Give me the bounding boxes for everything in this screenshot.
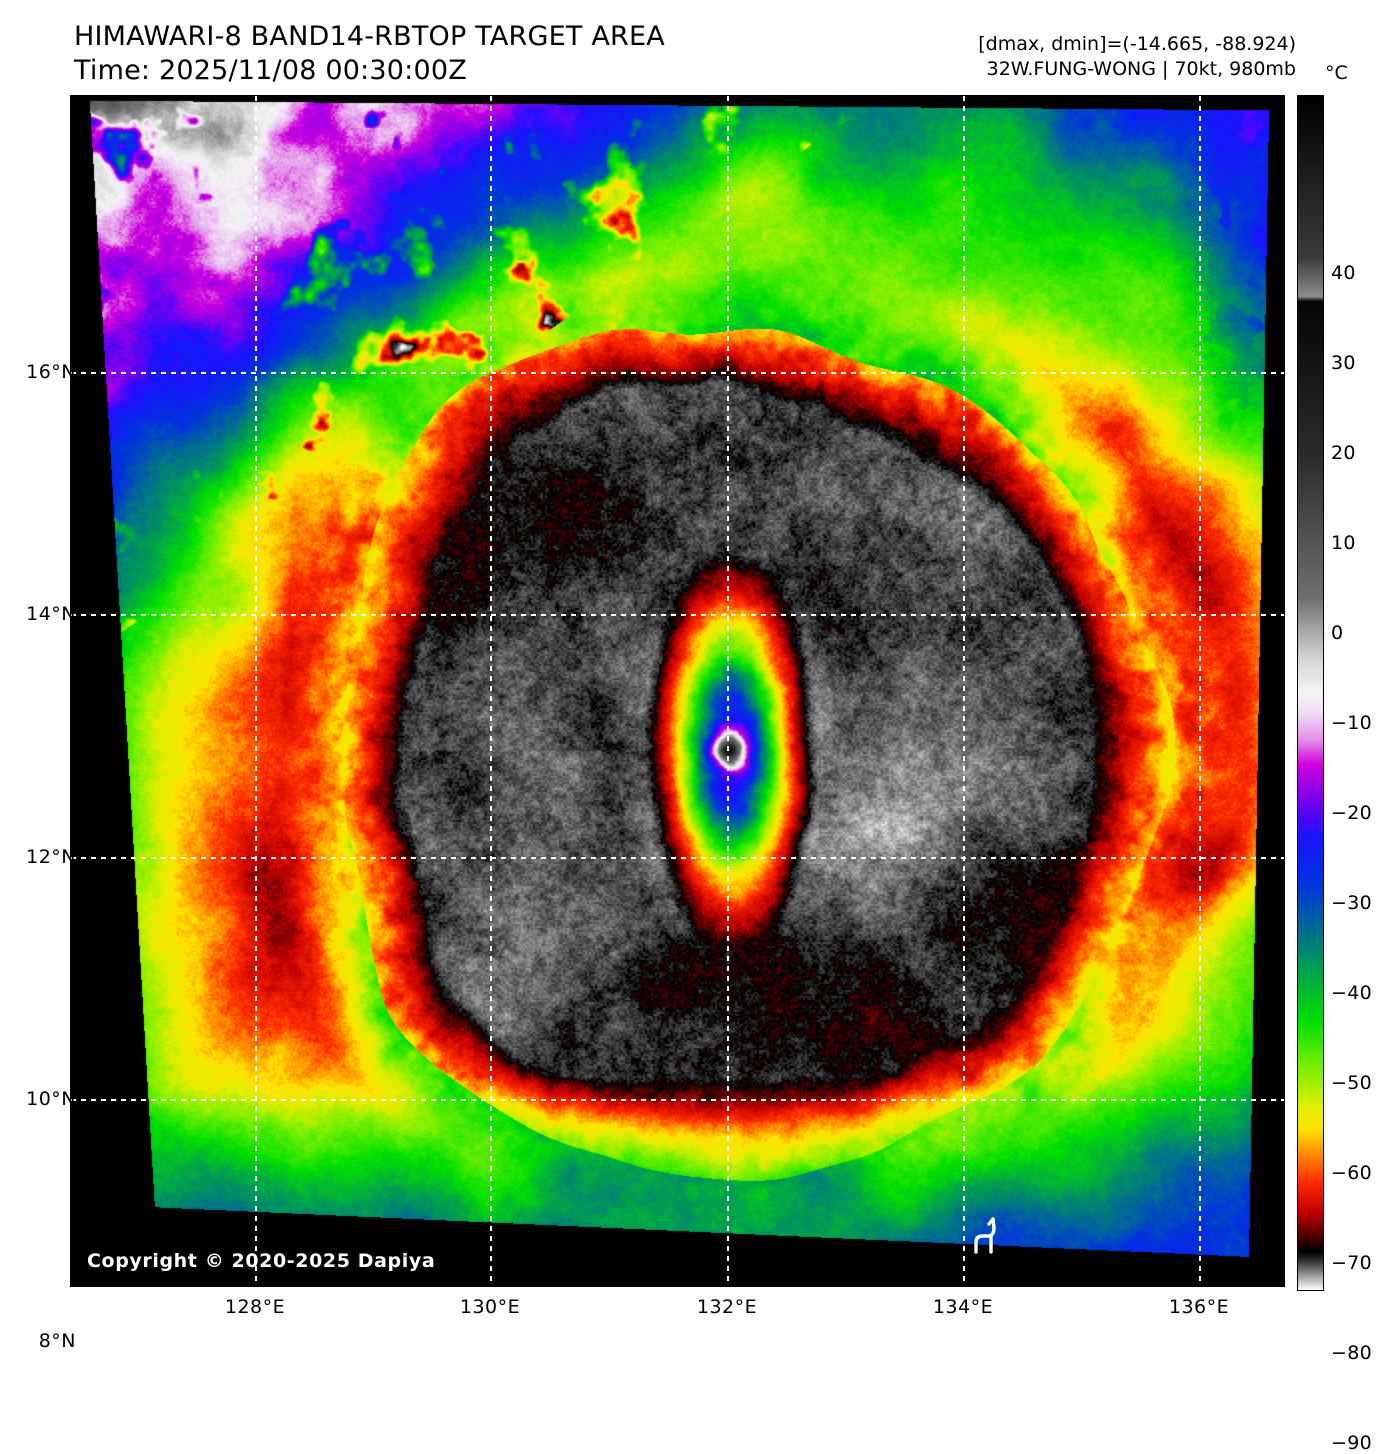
latitude-tick-label: 10°N (26, 1088, 76, 1110)
dapiya-hook-logo-icon (974, 1217, 996, 1254)
latitude-tick-label: 12°N (26, 846, 76, 868)
colorbar-gradient (1298, 96, 1323, 1290)
colorbar-tick-label: −20 (1331, 802, 1372, 824)
colorbar-tick-label: −50 (1331, 1072, 1372, 1094)
temperature-colorbar (1297, 95, 1324, 1291)
dmax-dmin-label: [dmax, dmin]=(-14.665, -88.924) (978, 33, 1296, 55)
longitude-tick-label: 134°E (932, 1296, 994, 1318)
latitude-tick-label: 16°N (26, 361, 76, 383)
colorbar-tick-label: 30 (1331, 352, 1356, 374)
longitude-tick-label: 130°E (459, 1296, 521, 1318)
colorbar-tick-label: −80 (1331, 1342, 1372, 1364)
timestamp-label: Time: 2025/11/08 00:30:00Z (74, 55, 467, 86)
colorbar-tick-label: 0 (1331, 622, 1344, 644)
colorbar-tick-label: −40 (1331, 982, 1372, 1004)
longitude-tick-label: 136°E (1168, 1296, 1230, 1318)
colorbar-unit-label: °C (1325, 62, 1348, 84)
header-title-block: HIMAWARI-8 BAND14-RBTOP TARGET AREA Time… (74, 20, 665, 88)
copyright-label: Copyright © 2020-2025 Dapiya (87, 1250, 436, 1272)
colorbar-tick-label: −90 (1331, 1432, 1372, 1454)
longitude-tick-label: 128°E (224, 1296, 286, 1318)
colorbar-tick-label: 10 (1331, 532, 1356, 554)
colorbar-tick-label: 40 (1331, 262, 1356, 284)
colorbar-tick-label: −70 (1331, 1252, 1372, 1274)
colorbar-tick-label: −10 (1331, 712, 1372, 734)
latitude-tick-label: 8°N (38, 1330, 76, 1352)
colorbar-tick-label: −30 (1331, 892, 1372, 914)
satellite-imagery-canvas (71, 96, 1284, 1286)
storm-info-label: 32W.FUNG-WONG | 70kt, 980mb (986, 58, 1296, 80)
latitude-tick-label: 14°N (26, 603, 76, 625)
header-meta-block: [dmax, dmin]=(-14.665, -88.924) 32W.FUNG… (978, 32, 1296, 82)
colorbar-tick-label: 20 (1331, 442, 1356, 464)
page-title: HIMAWARI-8 BAND14-RBTOP TARGET AREA (74, 21, 665, 52)
longitude-tick-label: 132°E (696, 1296, 758, 1318)
satellite-image-plot: Copyright © 2020-2025 Dapiya (70, 95, 1285, 1287)
colorbar-tick-label: −60 (1331, 1162, 1372, 1184)
